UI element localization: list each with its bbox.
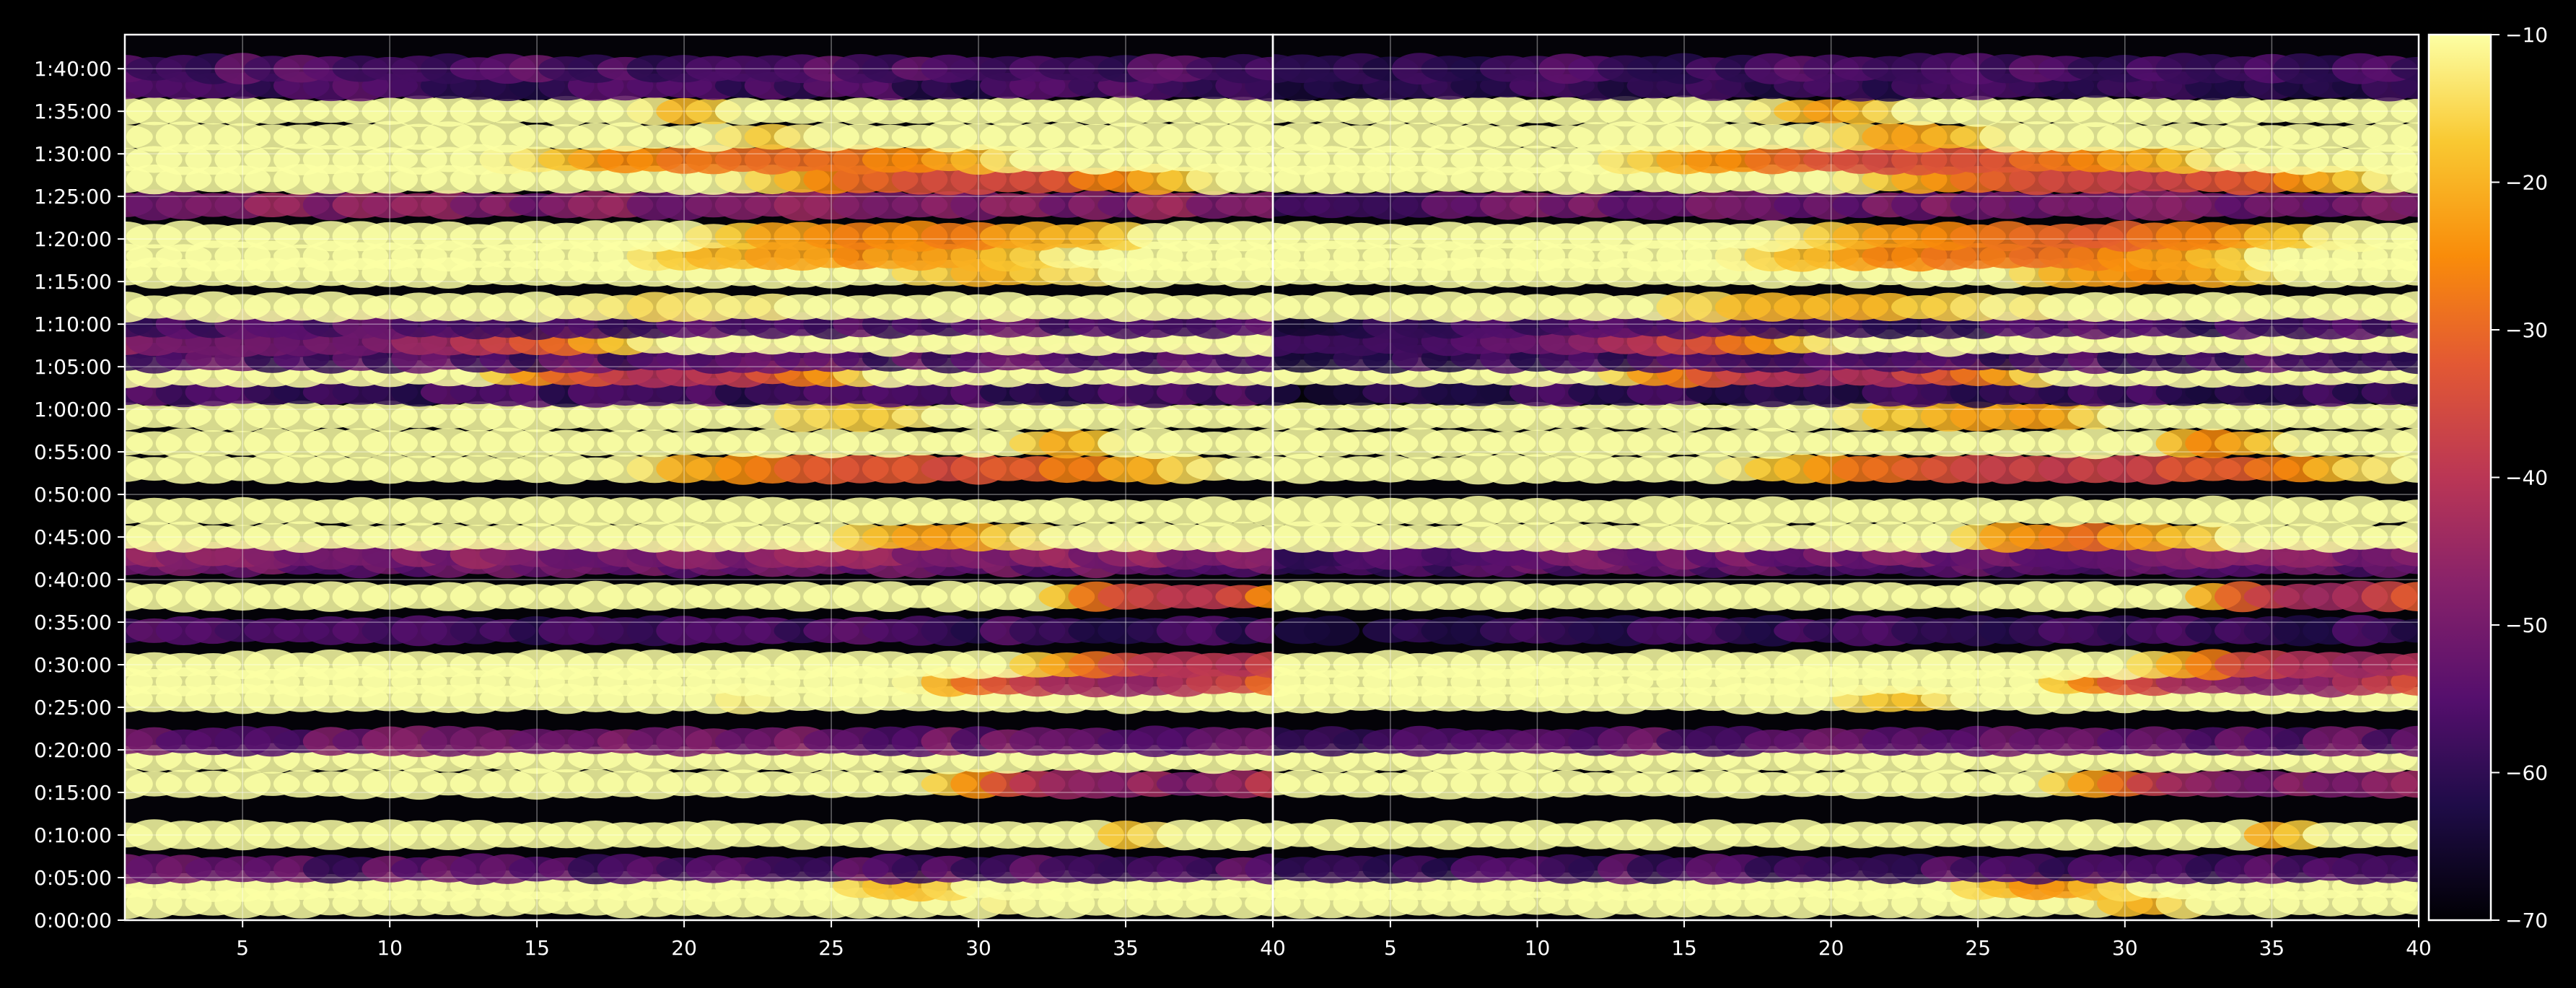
heatmap-cell bbox=[2391, 56, 2419, 81]
heatmap-cell bbox=[1245, 456, 1273, 481]
heatmap-cell bbox=[2391, 499, 2419, 524]
heatmap-cell bbox=[2391, 428, 2419, 459]
y-tick-label: 0:35:00 bbox=[34, 611, 112, 634]
x-tick-label: 35 bbox=[2259, 936, 2285, 960]
colorbar-tick-label: −40 bbox=[2505, 466, 2548, 490]
panel-frame bbox=[1271, 33, 2420, 922]
heatmap-cell bbox=[1245, 56, 1273, 81]
y-tick-label: 0:00:00 bbox=[34, 909, 112, 932]
heatmap-cell bbox=[1245, 191, 1273, 219]
heatmap-panel-left bbox=[125, 35, 1273, 920]
grid-lines bbox=[125, 35, 2419, 921]
heatmap-cell bbox=[2391, 98, 2419, 124]
colorbar-tick-label: −50 bbox=[2505, 613, 2548, 637]
y-tick-label: 1:15:00 bbox=[34, 270, 112, 294]
x-tick-label: 10 bbox=[1525, 936, 1551, 960]
y-tick-label: 0:25:00 bbox=[34, 696, 112, 720]
x-tick-label: 5 bbox=[236, 936, 249, 960]
heatmap-cell bbox=[2391, 193, 2419, 217]
heatmap-cell bbox=[1245, 97, 1273, 125]
heatmap-cell bbox=[1303, 616, 1360, 646]
x-axis-left: 5 10 15 20 25 30 35 40 bbox=[236, 920, 1286, 960]
heatmap-cell bbox=[1245, 167, 1273, 192]
y-tick-label: 0:05:00 bbox=[34, 866, 112, 890]
colorbar-tick-label: −60 bbox=[2505, 761, 2548, 785]
x-axis-right: 5 10 15 20 25 30 35 40 bbox=[1384, 920, 2432, 960]
y-tick-label: 0:30:00 bbox=[34, 653, 112, 677]
heatmap-cell bbox=[1245, 121, 1273, 153]
x-tick-label: 5 bbox=[1384, 936, 1397, 960]
heatmap-cell bbox=[2391, 146, 2419, 173]
x-tick-label: 20 bbox=[671, 936, 697, 960]
heatmap-cell bbox=[2391, 820, 2419, 850]
heatmap-cell bbox=[1245, 403, 1273, 429]
heatmap-cell bbox=[1245, 853, 1273, 885]
heatmap-cell bbox=[2391, 403, 2419, 429]
heatmap-cell bbox=[1245, 145, 1273, 174]
x-tick-label: 30 bbox=[965, 936, 991, 960]
x-tick-label: 35 bbox=[1113, 936, 1139, 960]
y-tick-label: 1:20:00 bbox=[34, 227, 112, 251]
y-tick-label: 0:55:00 bbox=[34, 440, 112, 464]
heatmap-cell bbox=[2391, 856, 2419, 883]
y-tick-label: 1:40:00 bbox=[34, 57, 112, 81]
heatmap-cell bbox=[1245, 585, 1273, 608]
y-tick-label: 1:30:00 bbox=[34, 142, 112, 166]
heatmap-cell bbox=[2391, 122, 2419, 152]
heatmap-cell bbox=[2391, 521, 2419, 553]
heatmap-cell bbox=[1245, 496, 1273, 527]
y-axis: 0:00:00 0:05:00 0:10:00 0:15:00 0:20:00 0:25:… bbox=[34, 57, 125, 932]
y-tick-label: 0:40:00 bbox=[34, 568, 112, 592]
colorbar-gradient bbox=[2427, 33, 2492, 922]
heatmap-cell bbox=[1245, 769, 1273, 798]
y-tick-label: 1:10:00 bbox=[34, 312, 112, 336]
colorbar: −10 −20 −30 −40 −50 −60 −70 bbox=[2427, 23, 2548, 932]
x-tick-label: 40 bbox=[1260, 936, 1286, 960]
x-tick-label: 10 bbox=[377, 936, 403, 960]
heatmap-panel-right bbox=[1273, 35, 2419, 920]
heatmap-cell bbox=[2391, 769, 2419, 798]
heatmap-cell bbox=[1245, 727, 1273, 756]
y-tick-label: 0:20:00 bbox=[34, 738, 112, 762]
heatmap-cell bbox=[1245, 221, 1273, 251]
x-tick-label: 15 bbox=[1671, 936, 1697, 960]
y-tick-label: 1:00:00 bbox=[34, 398, 112, 421]
heatmap-cell bbox=[2391, 222, 2419, 250]
colorbar-tick-label: −30 bbox=[2505, 318, 2548, 342]
heatmap-cell bbox=[2391, 652, 2419, 677]
heatmap-cell bbox=[1245, 617, 1273, 644]
x-tick-label: 25 bbox=[1965, 936, 1991, 960]
heatmap-cell bbox=[1245, 823, 1273, 847]
heatmap-cell bbox=[1245, 428, 1273, 459]
y-tick-label: 0:45:00 bbox=[34, 525, 112, 549]
y-tick-label: 0:10:00 bbox=[34, 823, 112, 847]
x-tick-label: 30 bbox=[2112, 936, 2138, 960]
y-tick-label: 0:15:00 bbox=[34, 781, 112, 805]
y-tick-label: 1:05:00 bbox=[34, 355, 112, 379]
heatmap-cell bbox=[2391, 725, 2419, 757]
x-tick-label: 25 bbox=[818, 936, 844, 960]
y-tick-label: 1:25:00 bbox=[34, 185, 112, 209]
x-tick-label: 40 bbox=[2406, 936, 2432, 960]
heatmap-cell bbox=[2391, 377, 2419, 407]
heatmap-cell bbox=[2391, 291, 2419, 323]
colorbar-tick-label: −10 bbox=[2505, 23, 2548, 47]
heatmap-cell bbox=[1245, 651, 1273, 678]
y-tick-label: 1:35:00 bbox=[34, 100, 112, 123]
heatmap-cell bbox=[2391, 455, 2419, 483]
colorbar-tick-label: −20 bbox=[2505, 171, 2548, 195]
x-tick-label: 15 bbox=[524, 936, 550, 960]
heatmap-cell bbox=[2391, 618, 2419, 643]
colorbar-tick-label: −70 bbox=[2505, 909, 2548, 932]
y-tick-label: 0:50:00 bbox=[34, 483, 112, 507]
heatmap-cell bbox=[2391, 582, 2419, 612]
heatmap-cell bbox=[1245, 525, 1273, 549]
x-tick-label: 20 bbox=[1818, 936, 1844, 960]
heatmap-cell bbox=[1245, 292, 1273, 322]
